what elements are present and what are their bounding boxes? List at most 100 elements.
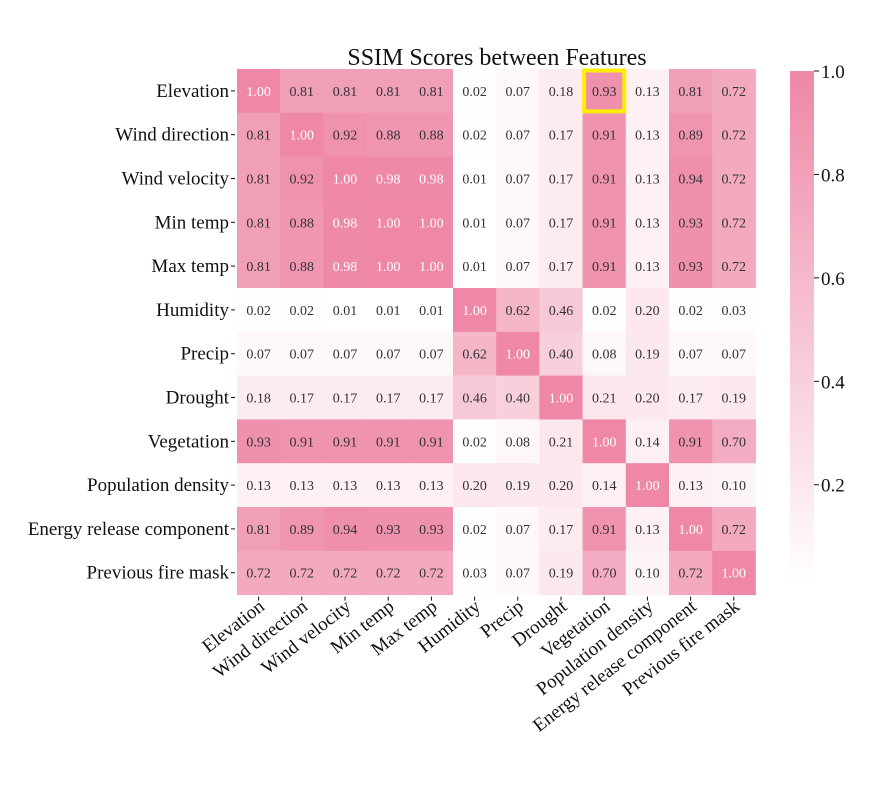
cell-value-label: 0.93 xyxy=(592,85,617,100)
cell-value-label: 0.17 xyxy=(419,392,444,407)
cell-value-label: 0.72 xyxy=(722,260,747,275)
heatmap-cell xyxy=(366,331,411,377)
cell-value-label: 0.91 xyxy=(592,260,617,275)
heatmap-cell xyxy=(280,112,324,158)
cell-value-label: 0.02 xyxy=(462,129,487,144)
heatmap-cell xyxy=(582,419,627,464)
heatmap-cell xyxy=(409,288,454,333)
heatmap-cell xyxy=(280,288,324,333)
heatmap-cell xyxy=(366,375,411,420)
cell-value-label: 1.00 xyxy=(635,479,660,494)
row-label: Min temp xyxy=(155,212,229,233)
heatmap-cell xyxy=(582,156,627,201)
heatmap-cell xyxy=(280,244,324,289)
heatmap-cell xyxy=(496,550,540,596)
cell-value-label: 0.72 xyxy=(722,523,747,538)
heatmap-cell xyxy=(712,69,756,114)
cell-value-label: 0.07 xyxy=(506,523,531,538)
cell-value-label: 0.03 xyxy=(722,304,747,319)
heatmap-cell xyxy=(582,288,627,333)
heatmap-cell xyxy=(366,200,411,245)
heatmap-cell xyxy=(582,112,627,158)
cell-value-label: 1.00 xyxy=(678,523,703,538)
cell-value-label: 0.72 xyxy=(722,129,747,144)
cell-value-label: 0.72 xyxy=(722,173,747,188)
cell-value-label: 0.81 xyxy=(290,85,315,100)
cell-value-label: 1.00 xyxy=(462,304,487,319)
cell-value-label: 0.72 xyxy=(678,567,703,582)
colorbar-tick-label: 0.2 xyxy=(821,476,845,497)
heatmap-cell xyxy=(237,69,281,114)
heatmap-cell xyxy=(280,69,324,114)
cell-value-label: 0.40 xyxy=(549,348,574,363)
cell-value-label: 0.89 xyxy=(678,129,703,144)
heatmap-cell xyxy=(366,244,411,289)
cell-value-label: 0.17 xyxy=(678,392,703,407)
cell-value-label: 0.20 xyxy=(635,392,660,407)
cell-value-label: 0.13 xyxy=(290,479,315,494)
heatmap-cell xyxy=(323,288,368,333)
row-label: Drought xyxy=(166,388,230,409)
cell-value-label: 0.07 xyxy=(506,216,531,231)
heatmap-cell xyxy=(237,288,281,333)
heatmap-cell xyxy=(366,507,411,552)
cell-value-label: 0.02 xyxy=(290,304,315,319)
cell-value-label: 0.02 xyxy=(592,304,617,319)
heatmap-cell xyxy=(539,550,584,596)
heatmap-cell xyxy=(582,375,627,420)
cell-value-label: 0.93 xyxy=(678,260,703,275)
heatmap-cell xyxy=(625,463,670,508)
heatmap-cell xyxy=(366,69,411,114)
cell-value-label: 0.81 xyxy=(246,216,271,231)
colorbar-tick-label: 1.0 xyxy=(821,62,845,83)
cell-value-label: 0.81 xyxy=(333,85,358,100)
cell-value-label: 0.20 xyxy=(549,479,574,494)
cell-value-label: 0.19 xyxy=(549,567,574,582)
row-label: Previous fire mask xyxy=(87,563,230,584)
heatmap-cell xyxy=(712,156,756,201)
cell-value-label: 0.03 xyxy=(462,567,487,582)
heatmap-cell xyxy=(323,463,368,508)
cell-value-label: 0.81 xyxy=(246,260,271,275)
cell-value-label: 0.19 xyxy=(635,348,660,363)
heatmap-cell xyxy=(625,419,670,464)
heatmap-cell xyxy=(669,463,713,508)
cell-value-label: 0.18 xyxy=(246,392,271,407)
highlight-layer xyxy=(582,68,627,114)
heatmap-cell xyxy=(625,244,670,289)
heatmap-cell xyxy=(366,112,411,158)
row-label: Wind velocity xyxy=(122,169,230,190)
heatmap-cell xyxy=(625,112,670,158)
colorbar-tick-label: 0.8 xyxy=(821,165,845,186)
cell-value-label: 0.72 xyxy=(246,567,271,582)
cell-value-label: 0.40 xyxy=(506,392,531,407)
row-label: Humidity xyxy=(156,300,229,321)
cell-value-label: 0.88 xyxy=(290,216,315,231)
heatmap-cell xyxy=(237,419,281,464)
cell-value-label: 0.72 xyxy=(290,567,315,582)
cell-value-label: 0.07 xyxy=(506,260,531,275)
heatmap-cell xyxy=(453,69,497,114)
cell-value-label: 0.07 xyxy=(506,129,531,144)
heatmap-cell xyxy=(582,200,627,245)
cell-value-label: 0.01 xyxy=(419,304,444,319)
heatmap-cell xyxy=(539,156,584,201)
cell-value-label: 0.89 xyxy=(290,523,315,538)
heatmap-cell xyxy=(539,288,584,333)
heatmap-cell xyxy=(625,288,670,333)
heatmap-cell xyxy=(453,550,497,596)
heatmap-cell xyxy=(323,507,368,552)
heatmap-cell xyxy=(409,507,454,552)
cell-value-label: 0.91 xyxy=(419,435,444,450)
cell-value-label: 0.91 xyxy=(592,173,617,188)
cell-value-label: 0.13 xyxy=(635,260,660,275)
heatmap-cell xyxy=(323,244,368,289)
heatmap-cell xyxy=(453,112,497,158)
heatmap-cell xyxy=(237,200,281,245)
heatmap-cell xyxy=(496,69,540,114)
heatmap-cell xyxy=(323,550,368,596)
colorbar: 1.0 0.8 0.6 0.4 0.2 xyxy=(790,62,845,583)
cell-value-label: 0.72 xyxy=(722,85,747,100)
cell-value-label: 1.00 xyxy=(419,260,444,275)
cell-value-label: 0.88 xyxy=(419,129,444,144)
